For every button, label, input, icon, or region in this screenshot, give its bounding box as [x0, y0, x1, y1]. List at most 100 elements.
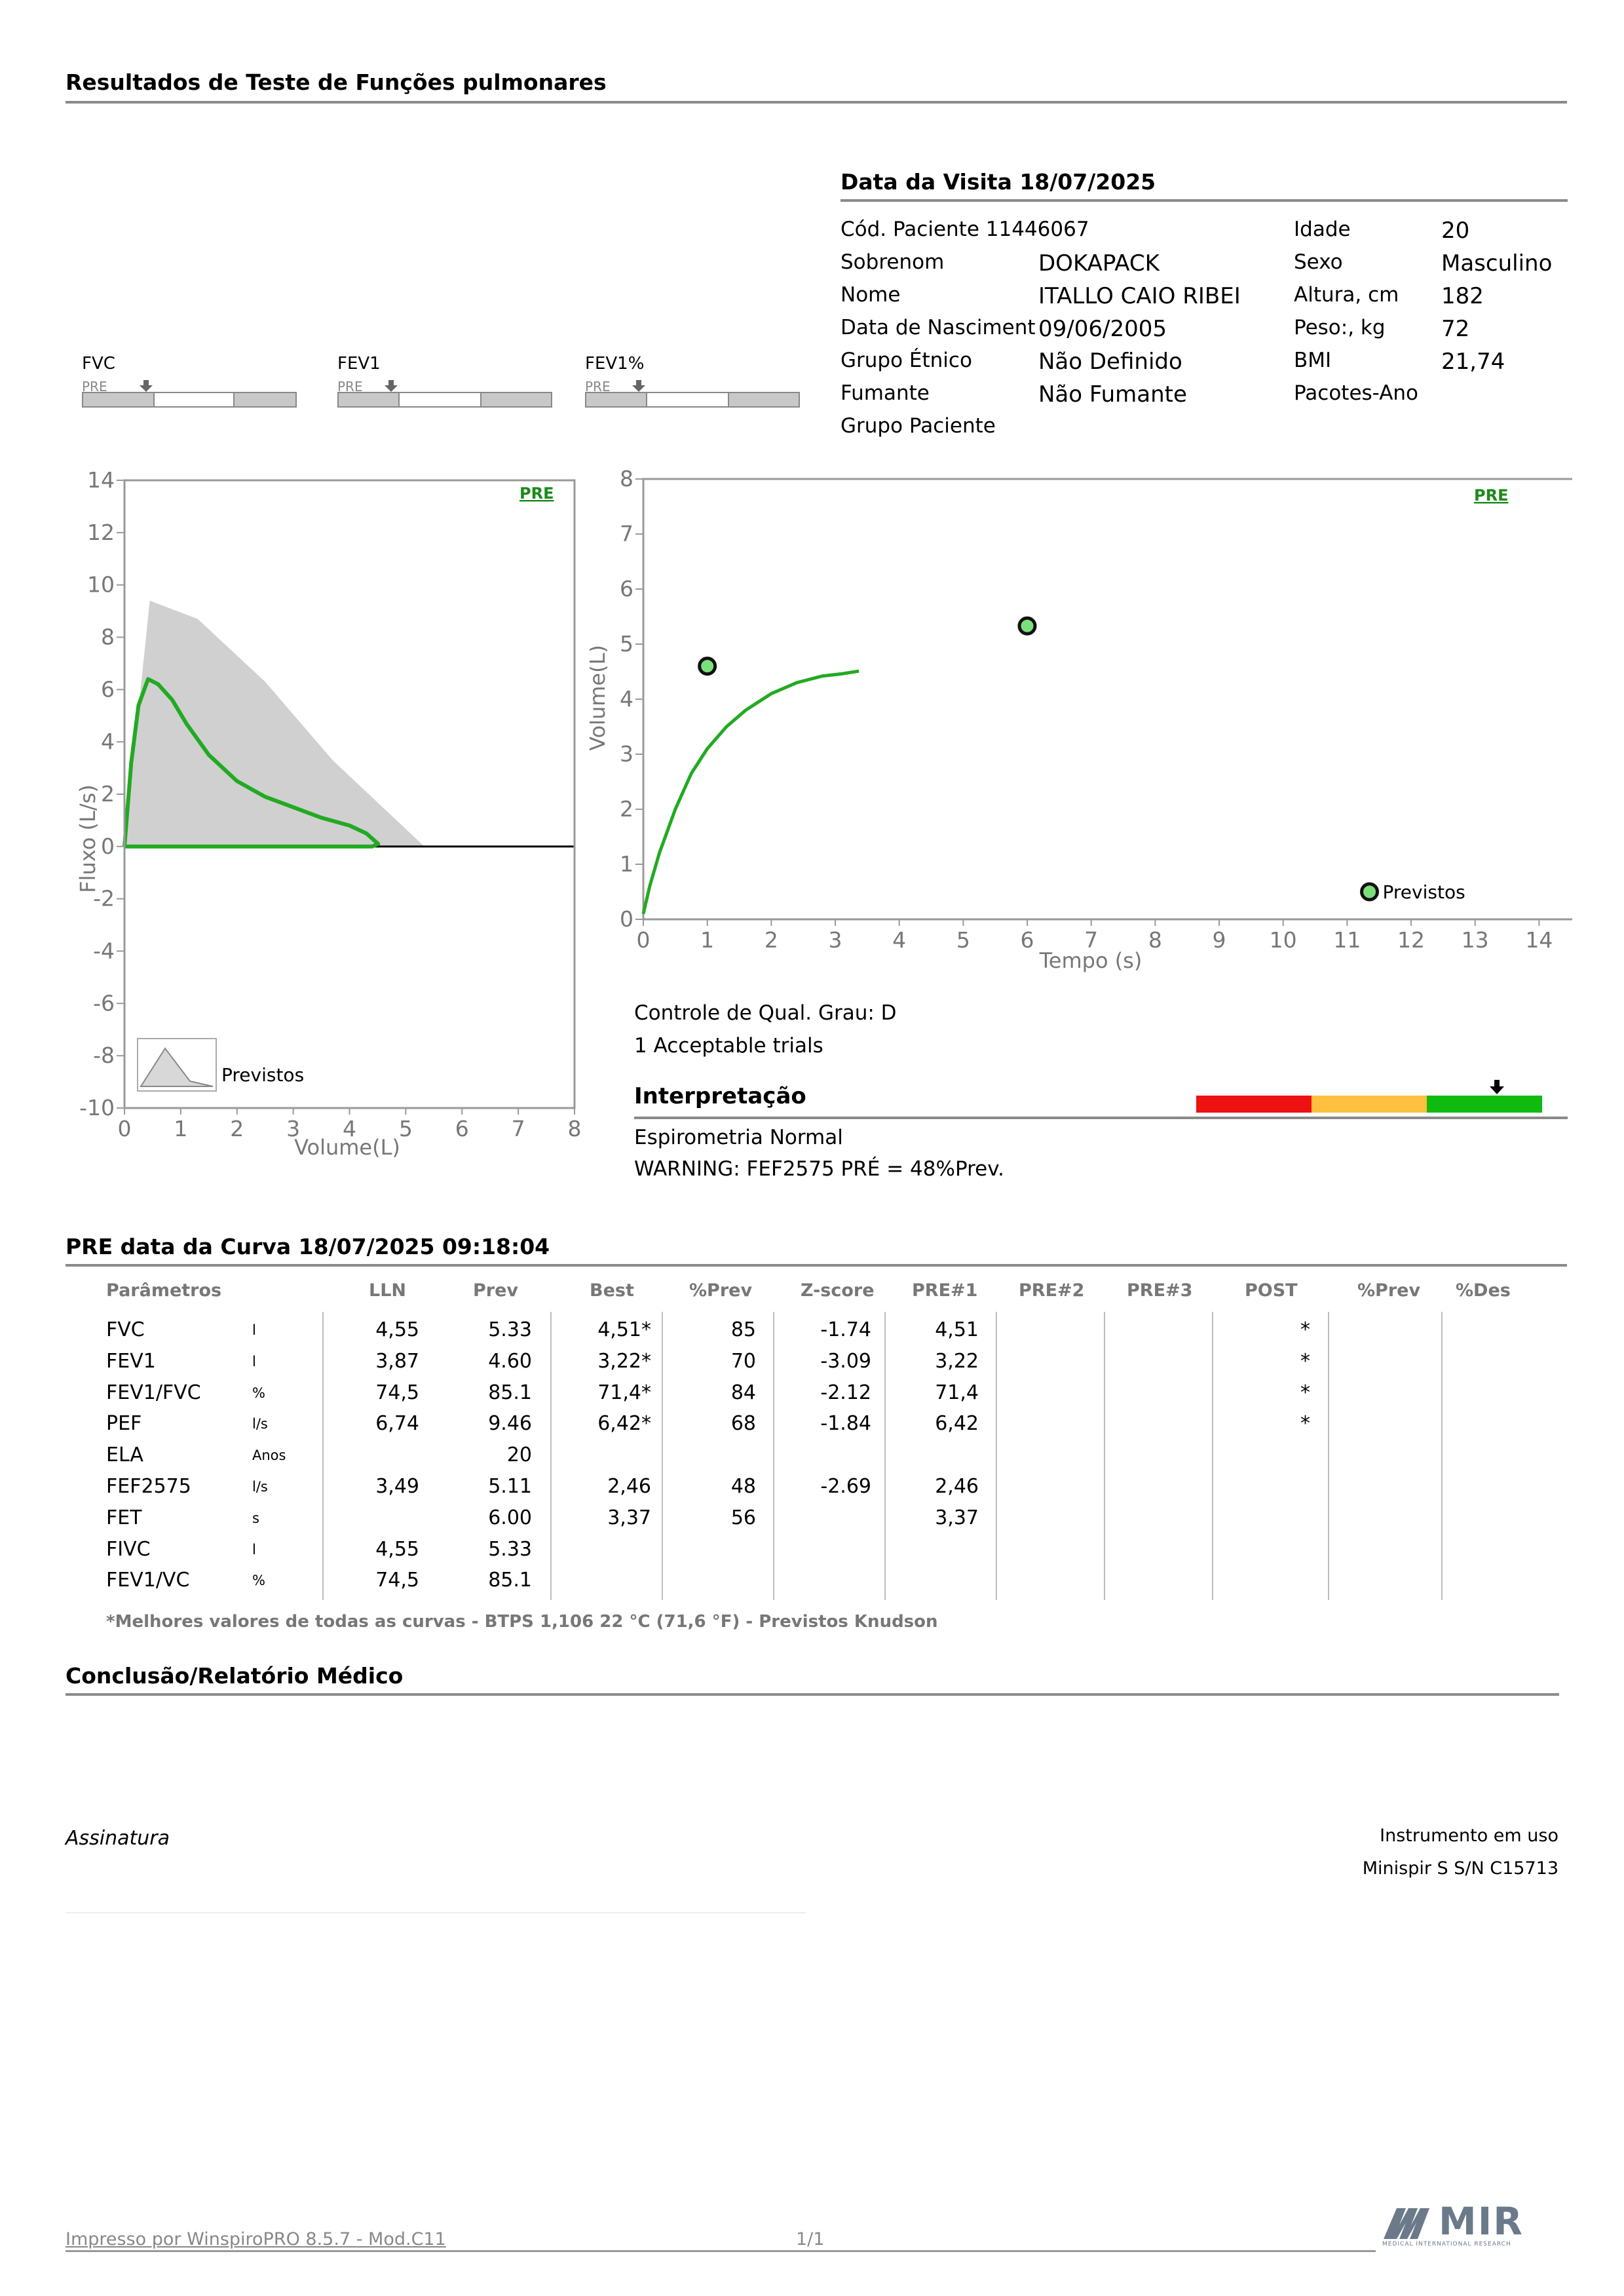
volume-x-tick-label: 7 [1084, 927, 1098, 953]
cell-lln: 3,87 [375, 1349, 419, 1373]
flow-y-tick-label: 14 [87, 467, 115, 493]
smoker-label: Fumante [840, 381, 930, 405]
volume-y-tick-label: 7 [620, 521, 633, 546]
flow-y-tick-label: -10 [79, 1095, 115, 1120]
curve-title: PRE data da Curva 18/07/2025 09:18:04 [66, 1234, 550, 1259]
signature-line [66, 1912, 806, 1913]
flow-y-tick-label: 10 [87, 572, 115, 598]
interpretation-title: Interpretação [634, 1083, 806, 1109]
param-unit: l [252, 1353, 256, 1369]
table-column-divider [1441, 1312, 1443, 1600]
volume-legend-text: Previstos [1383, 881, 1465, 903]
table-footnote: *Melhores valores de todas as curvas - B… [106, 1612, 938, 1632]
patient-code: Cód. Paciente 11446067 [840, 218, 1089, 241]
interpretation-scale-high [1427, 1096, 1542, 1113]
cell-prev: 5.33 [488, 1318, 532, 1341]
sex-label: Sexo [1294, 250, 1343, 274]
table-header: LLN [369, 1280, 407, 1301]
volume-x-tick-label: 11 [1333, 927, 1361, 953]
curve-divider [66, 1264, 1567, 1267]
cell-lln: 74,5 [375, 1569, 419, 1592]
volume-x-tick-label: 10 [1270, 927, 1297, 953]
volume-y-tick-label: 6 [620, 576, 633, 602]
age-label: Idade [1294, 218, 1351, 241]
interpretation-scale-mid [1312, 1096, 1427, 1113]
table-header: Parâmetros [106, 1280, 222, 1301]
cell-z: -1.84 [820, 1412, 871, 1436]
mini-bar-track [585, 392, 800, 408]
table-column-divider [550, 1312, 552, 1600]
param-name: FEF2575 [106, 1475, 191, 1498]
volume-x-tick-label: 4 [892, 927, 906, 953]
cell-prev: 9.46 [488, 1412, 532, 1436]
signature-label: Assinatura [66, 1827, 170, 1850]
mini-bar-normal-zone [153, 393, 235, 406]
flow-x-tick-label: 5 [399, 1116, 413, 1141]
flow-x-tick-label: 0 [118, 1116, 132, 1141]
param-name: PEF [106, 1412, 142, 1436]
volume-x-tick-label: 9 [1213, 927, 1226, 953]
flow-x-tick-label: 3 [286, 1116, 300, 1141]
volume-y-axis-label: Volume(L) [590, 645, 610, 751]
cell-lln: 3,49 [375, 1475, 419, 1498]
param-unit: Anos [252, 1447, 286, 1464]
cell-pre1: 3,22 [935, 1349, 979, 1373]
cell-best: 4,51* [597, 1318, 651, 1341]
table-header: PRE#3 [1127, 1280, 1193, 1301]
table-header: %Prev [689, 1280, 753, 1301]
volume-y-tick-label: 1 [620, 851, 633, 877]
surname-value: DOKAPACK [1038, 250, 1160, 277]
cell-prev: 85.1 [488, 1569, 532, 1592]
flow-x-axis-label: Volume(L) [294, 1135, 400, 1160]
sex-value: Masculino [1441, 250, 1553, 277]
cell-pre1: 2,46 [935, 1475, 979, 1498]
cell-best: 3,37 [607, 1506, 651, 1529]
surname-label: Sobrenom [840, 250, 945, 274]
volume-y-tick-label: 3 [620, 741, 633, 767]
param-name: FET [106, 1506, 142, 1529]
cell-z: -1.74 [820, 1318, 871, 1341]
mir-logo: MIR MEDICAL INTERNATIONAL RESEARCH [1382, 2199, 1559, 2253]
volume-y-tick-label: 5 [620, 631, 633, 657]
patient-group-label: Grupo Paciente [840, 414, 996, 438]
volume-y-tick-label: 2 [620, 796, 633, 822]
cell-z: -2.12 [820, 1381, 871, 1404]
mir-logo-text: MIR [1439, 2199, 1524, 2244]
cell-pct: 85 [730, 1318, 756, 1341]
cell-post: * [1300, 1318, 1310, 1341]
cell-pre1: 71,4 [935, 1381, 979, 1404]
predicted-point [1017, 616, 1037, 636]
param-unit: % [252, 1573, 265, 1589]
flow-y-tick-label: 2 [101, 781, 115, 807]
table-column-divider [1104, 1312, 1105, 1600]
volume-x-tick-label: 14 [1525, 927, 1553, 953]
volume-x-tick-label: 13 [1462, 927, 1489, 953]
param-name: FEV1/VC [106, 1569, 190, 1592]
cell-post: * [1300, 1381, 1310, 1404]
volume-x-tick-label: 8 [1148, 927, 1162, 953]
table-column-divider [773, 1312, 774, 1600]
table-header: PRE#2 [1019, 1280, 1085, 1301]
interpretation-warning: WARNING: FEF2575 PRÉ = 48%Prev. [634, 1157, 1005, 1181]
table-column-divider [1328, 1312, 1329, 1600]
flow-x-tick-label: 8 [568, 1116, 582, 1141]
cell-best: 71,4* [597, 1381, 651, 1404]
predicted-point [1360, 882, 1380, 902]
mini-bar-label: FEV1 [337, 354, 381, 373]
volume-x-tick-label: 6 [1021, 927, 1034, 953]
flow-y-tick-label: -8 [93, 1043, 115, 1068]
cell-prev: 6.00 [488, 1506, 532, 1529]
cell-post: * [1300, 1412, 1310, 1436]
ethnic-value: Não Definido [1038, 349, 1182, 375]
visit-title: Data da Visita 18/07/2025 [840, 169, 1156, 195]
table-header: %Des [1456, 1280, 1511, 1301]
cell-pct: 68 [730, 1412, 756, 1436]
cell-best: 2,46 [607, 1475, 651, 1498]
bmi-value: 21,74 [1441, 349, 1505, 375]
height-value: 182 [1441, 283, 1484, 309]
flow-x-tick-label: 7 [512, 1116, 525, 1141]
cell-prev: 5.33 [488, 1537, 532, 1561]
volume-x-axis-label: Tempo (s) [1039, 948, 1142, 973]
flow-y-tick-label: -2 [93, 886, 115, 911]
cell-best: 3,22* [597, 1349, 651, 1373]
